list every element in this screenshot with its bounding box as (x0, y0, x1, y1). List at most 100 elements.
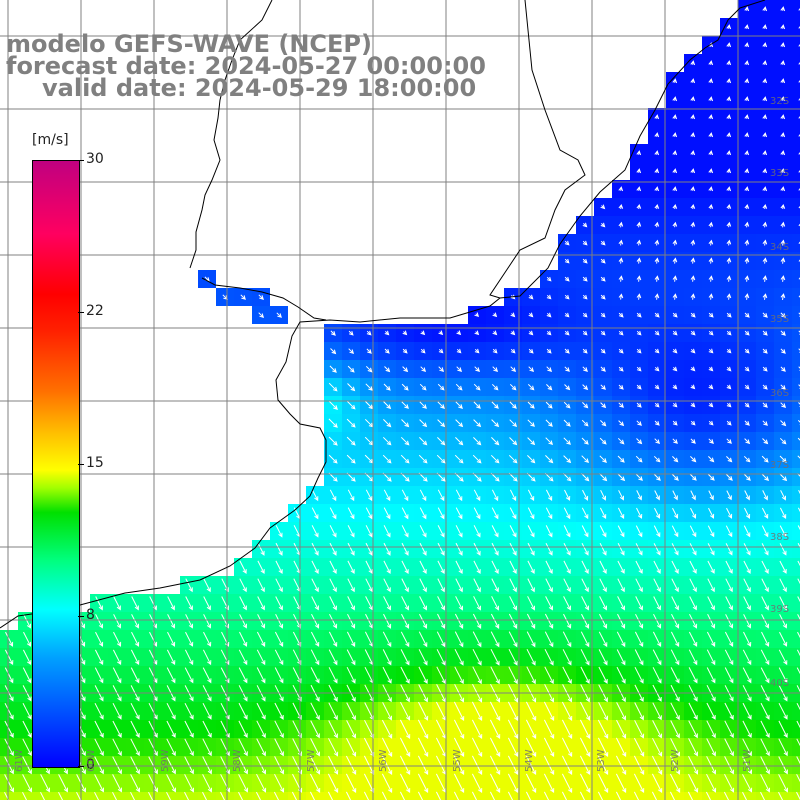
wind-arrow (527, 419, 535, 427)
wind-arrow (707, 473, 715, 481)
wind-speed-cell (792, 90, 800, 108)
wind-arrow (742, 791, 748, 800)
wind-arrow (654, 221, 660, 228)
wind-arrow (581, 507, 589, 520)
coastline (0, 0, 766, 629)
wind-arrow (726, 490, 732, 501)
wind-arrow (633, 791, 640, 800)
wind-arrow (616, 631, 626, 648)
wind-arrow (652, 737, 663, 757)
wind-speed-cell (792, 774, 800, 792)
wind-arrow (546, 366, 553, 373)
wind-arrow (708, 330, 714, 336)
wind-arrow (328, 720, 338, 739)
wind-arrow (633, 737, 645, 757)
wind-arrow (328, 454, 338, 464)
wind-arrow (636, 257, 642, 264)
lat-label: 34S (770, 242, 790, 253)
wind-speed-cell (792, 342, 800, 360)
wind-arrow (544, 631, 554, 648)
wind-arrow (384, 348, 390, 354)
wind-arrow (651, 755, 663, 775)
wind-arrow (779, 543, 787, 556)
wind-arrow (527, 383, 535, 391)
wind-arrow (438, 330, 444, 336)
wind-arrow (690, 438, 696, 444)
wind-speed-cell (792, 702, 800, 720)
wind-arrow (399, 773, 411, 794)
wind-arrow (726, 507, 733, 519)
wind-arrow (690, 150, 696, 156)
wind-speed-cell (792, 72, 800, 90)
wind-arrow (383, 613, 392, 629)
wind-arrow (510, 330, 516, 336)
wind-arrow (490, 631, 500, 648)
wind-arrow (437, 401, 445, 409)
wind-arrow (418, 631, 428, 648)
wind-arrow (113, 614, 121, 629)
wind-arrow (636, 438, 643, 445)
wind-arrow (526, 666, 536, 685)
wind-arrow (419, 437, 428, 446)
wind-arrow (546, 276, 552, 282)
colorbar-tick-label: 22 (86, 303, 104, 319)
wind-arrow (726, 420, 732, 426)
wind-speed-cell (594, 792, 612, 800)
wind-arrow (276, 312, 282, 318)
wind-arrow (455, 507, 463, 520)
wind-speed-cell (792, 108, 800, 126)
wind-arrow (670, 702, 680, 721)
lon-label: 52W (670, 749, 681, 772)
wind-arrow (762, 6, 768, 12)
wind-arrow (652, 720, 662, 739)
wind-arrow (636, 203, 642, 210)
wind-arrow (400, 649, 410, 666)
wind-speed-cell (468, 792, 486, 800)
wind-arrow (708, 312, 714, 318)
wind-arrow (490, 666, 500, 685)
wind-arrow (507, 773, 519, 794)
wind-arrow (94, 702, 104, 720)
wind-arrow (597, 791, 604, 800)
wind-speed-cell (738, 792, 756, 800)
wind-arrow (797, 473, 800, 477)
wind-arrow (636, 312, 642, 318)
wind-arrow (202, 720, 212, 738)
wind-arrow (635, 473, 643, 481)
wind-arrow (238, 702, 248, 720)
wind-arrow (130, 649, 140, 666)
wind-arrow (581, 473, 590, 482)
wind-arrow (635, 596, 643, 611)
wind-arrow (725, 525, 733, 538)
wind-arrow (688, 720, 698, 739)
wind-speed-cell (216, 792, 234, 800)
wind-arrow (509, 383, 517, 391)
wind-arrow (507, 755, 519, 776)
wind-arrow (581, 613, 590, 629)
wind-arrow (580, 631, 590, 648)
wind-arrow (456, 366, 463, 373)
wind-arrow (723, 791, 730, 800)
wind-arrow (778, 756, 788, 775)
wind-arrow (796, 791, 800, 800)
wind-arrow (383, 507, 391, 520)
wind-arrow (600, 384, 606, 390)
wind-arrow (726, 221, 732, 228)
wind-arrow (507, 701, 519, 722)
wind-speed-cell (684, 792, 702, 800)
wind-arrow (742, 756, 752, 775)
wind-arrow (347, 525, 355, 538)
wind-arrow (672, 312, 678, 318)
wind-arrow (636, 507, 643, 519)
wind-arrow (489, 773, 501, 794)
wind-speed-cell (702, 792, 720, 800)
wind-arrow (780, 366, 786, 372)
wind-arrow (617, 507, 625, 520)
wind-speed-cell (450, 792, 468, 800)
wind-arrow (600, 420, 607, 427)
wind-arrow (762, 150, 768, 156)
wind-arrow (562, 649, 572, 666)
wind-speed-cell (306, 792, 324, 800)
wind-arrow (618, 490, 624, 501)
